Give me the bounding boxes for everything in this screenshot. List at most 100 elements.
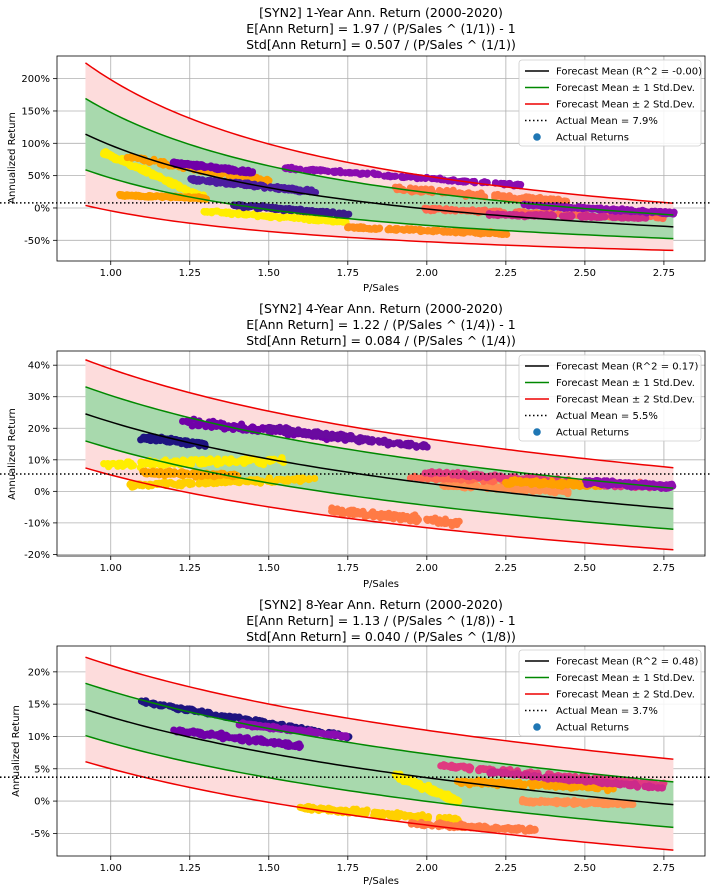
scatter-point bbox=[491, 471, 499, 479]
scatter-point bbox=[462, 763, 470, 771]
scatter-point bbox=[137, 458, 145, 466]
scatter-point bbox=[115, 459, 123, 467]
y-tick-label: 150% bbox=[21, 106, 50, 117]
scatter-point bbox=[469, 191, 477, 199]
scatter-cluster bbox=[391, 770, 463, 807]
scatter-point bbox=[358, 169, 366, 177]
legend-box bbox=[518, 59, 702, 147]
line-2sd bbox=[85, 204, 674, 252]
scatter-cluster bbox=[485, 209, 650, 223]
scatter-point bbox=[518, 824, 526, 832]
scatter-point bbox=[292, 741, 300, 749]
scatter-point bbox=[221, 479, 229, 487]
scatter-point bbox=[502, 478, 511, 487]
axes-frame bbox=[56, 55, 706, 262]
y-tick-label: -10% bbox=[24, 518, 50, 529]
scatter-point bbox=[146, 169, 154, 177]
plot-layer bbox=[85, 359, 677, 551]
scatter-point bbox=[338, 511, 346, 519]
scatter-point bbox=[330, 168, 338, 177]
panel-3-title-line-3: Std[Ann Return] = 0.040 / (P/Sales ^ (1/… bbox=[246, 629, 516, 644]
scatter-point bbox=[665, 482, 673, 490]
scatter-point bbox=[492, 179, 500, 187]
scatter-point bbox=[270, 738, 278, 746]
scatter-point bbox=[328, 731, 336, 739]
legend-1sd-label: Forecast Mean ± 1 Std.Dev. bbox=[556, 83, 695, 94]
scatter-point bbox=[243, 210, 252, 219]
legend-forecast-mean-label: Forecast Mean (R^2 = -0.00) bbox=[556, 67, 702, 78]
scatter-point bbox=[498, 230, 506, 238]
x-tick-label: 1.00 bbox=[100, 268, 122, 279]
scatter-point bbox=[423, 515, 431, 523]
scatter-point bbox=[508, 826, 517, 834]
x-tick-label: 1.75 bbox=[337, 268, 359, 279]
scatter-point bbox=[365, 511, 373, 519]
scatter-point bbox=[249, 737, 257, 745]
scatter-point bbox=[479, 824, 487, 832]
scatter-point bbox=[296, 186, 304, 194]
scatter-point bbox=[147, 192, 155, 200]
scatter-point bbox=[358, 434, 366, 442]
scatter-point bbox=[622, 799, 630, 807]
scatter-point bbox=[179, 480, 187, 488]
scatter-point bbox=[127, 162, 135, 170]
scatter-point bbox=[367, 436, 376, 444]
scatter-point bbox=[458, 779, 466, 787]
scatter-cluster bbox=[391, 183, 571, 206]
y-tick-label: 20% bbox=[28, 424, 50, 435]
scatter-point bbox=[256, 460, 264, 468]
x-tick-label: 2.50 bbox=[574, 563, 596, 574]
scatter-point bbox=[450, 471, 458, 479]
scatter-point bbox=[284, 739, 292, 747]
scatter-point bbox=[221, 164, 229, 172]
y-tick-label: 50% bbox=[28, 171, 50, 182]
scatter-point bbox=[449, 188, 457, 196]
x-tick-label: 2.00 bbox=[416, 268, 438, 279]
line-1sd bbox=[85, 97, 674, 216]
scatter-point bbox=[336, 217, 344, 225]
scatter-point bbox=[558, 781, 566, 789]
scatter-point bbox=[498, 193, 506, 201]
scatter-cluster bbox=[264, 423, 431, 451]
scatter-point bbox=[537, 210, 545, 219]
axes-frame bbox=[56, 350, 706, 557]
scatter-point bbox=[625, 207, 633, 215]
x-tick-label: 1.50 bbox=[258, 268, 280, 279]
scatter-point bbox=[330, 507, 338, 515]
scatter-cluster bbox=[520, 200, 678, 218]
panel-2: [SYN2] 4-Year Ann. Return (2000-2020) E[… bbox=[0, 301, 712, 590]
scatter-point bbox=[550, 799, 558, 807]
panel-2-y-axis-label: Annualized Return bbox=[7, 408, 18, 500]
legend-1sd-label: Forecast Mean ± 1 Std.Dev. bbox=[556, 378, 695, 389]
scatter-point bbox=[264, 212, 273, 220]
scatter-point bbox=[279, 213, 287, 221]
x-tick-label: 1.25 bbox=[179, 268, 201, 279]
scatter-point bbox=[527, 826, 535, 835]
panel-2-title-line-2: E[Ann Return] = 1.22 / (P/Sales ^ (1/4))… bbox=[246, 317, 515, 332]
scatter-point bbox=[412, 443, 421, 451]
scatter-point bbox=[463, 471, 471, 479]
legend-actual-mean-label: Actual Mean = 7.9% bbox=[556, 116, 658, 127]
scatter-point bbox=[533, 195, 541, 203]
scatter-point bbox=[288, 213, 296, 222]
scatter-point bbox=[518, 798, 527, 806]
scatter-point bbox=[389, 440, 398, 448]
scatter-point bbox=[164, 178, 172, 186]
scatter-point bbox=[235, 713, 243, 721]
scatter-point bbox=[383, 172, 392, 180]
forecast-mean-line bbox=[85, 413, 674, 510]
legend-actual-returns-marker bbox=[533, 428, 541, 436]
scatter-point bbox=[394, 813, 402, 822]
line-2sd bbox=[85, 467, 674, 551]
scatter-point bbox=[498, 210, 506, 219]
plot-layer bbox=[85, 656, 674, 851]
panel-2-title-line-3: Std[Ann Return] = 0.084 / (P/Sales ^ (1/… bbox=[246, 333, 516, 348]
panel-3-x-axis-label: P/Sales bbox=[363, 876, 399, 887]
scatter-point bbox=[226, 173, 235, 181]
scatter-point bbox=[391, 225, 400, 233]
scatter-point bbox=[466, 228, 474, 236]
legend: Forecast Mean (R^2 = -0.00) Forecast Mean… bbox=[518, 59, 702, 147]
scatter-point bbox=[299, 474, 307, 482]
scatter-point bbox=[337, 169, 345, 177]
scatter-point bbox=[472, 824, 480, 832]
